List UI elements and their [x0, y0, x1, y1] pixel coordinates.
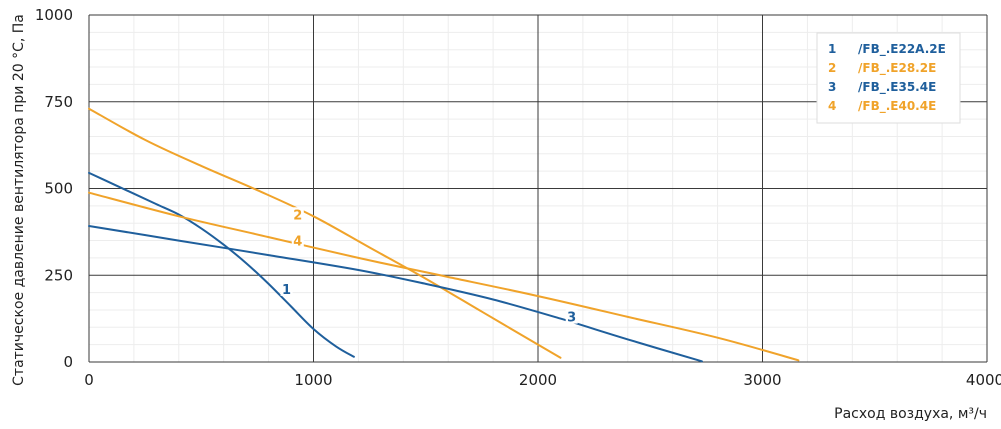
legend: 1/FB_.E22A.2E 2/FB_.E28.2E 3/FB_.E35.4E 4/F… — [816, 32, 961, 124]
y-tick-label: 1000 — [35, 6, 73, 24]
legend-number-3: 3 — [828, 80, 836, 94]
x-tick-label: 0 — [84, 371, 94, 389]
legend-number-1: 1 — [828, 42, 836, 56]
legend-entry-2: /FB_.E28.2E — [858, 61, 936, 76]
series-line-2 — [88, 107, 562, 359]
x-tick-label: 2000 — [519, 371, 557, 389]
curve-label-bg — [280, 281, 293, 296]
legend-number-2: 2 — [828, 61, 836, 75]
legend-entry-4: /FB_.E40.4E — [858, 99, 936, 114]
x-tick-label: 1000 — [294, 371, 332, 389]
legend-box — [816, 32, 961, 124]
y-axis-label: Статическое давление вентилятора при 20 … — [11, 14, 27, 386]
y-tick-label: 0 — [63, 353, 73, 371]
curve-label-bg — [565, 309, 578, 324]
y-tick-label: 750 — [44, 93, 73, 111]
legend-entry-1: /FB_.E22A.2E — [858, 42, 946, 57]
curve-label-4: 4 — [293, 234, 302, 249]
curve-labels: 1 2 3 4 — [280, 207, 578, 326]
x-axis-label: Расход воздуха, м³/ч — [834, 406, 987, 422]
curve-label-2: 2 — [293, 208, 302, 223]
tick-labels: 0 1000 2000 3000 4000 0 250 500 750 1000 — [35, 6, 1001, 389]
x-tick-label: 4000 — [966, 371, 1001, 389]
series-line-3 — [88, 225, 703, 363]
y-tick-label: 500 — [44, 180, 73, 198]
x-tick-label: 3000 — [743, 371, 781, 389]
curve-label-bg — [291, 233, 304, 248]
curve-label-1: 1 — [282, 283, 291, 298]
curve-label-bg — [291, 207, 304, 222]
y-tick-label: 250 — [44, 266, 73, 284]
legend-number-4: 4 — [828, 99, 836, 113]
series-line-4 — [88, 191, 800, 362]
series-line-1 — [88, 171, 355, 358]
legend-entry-3: /FB_.E35.4E — [858, 80, 936, 95]
curve-label-3: 3 — [567, 311, 576, 326]
series-lines — [88, 107, 800, 363]
